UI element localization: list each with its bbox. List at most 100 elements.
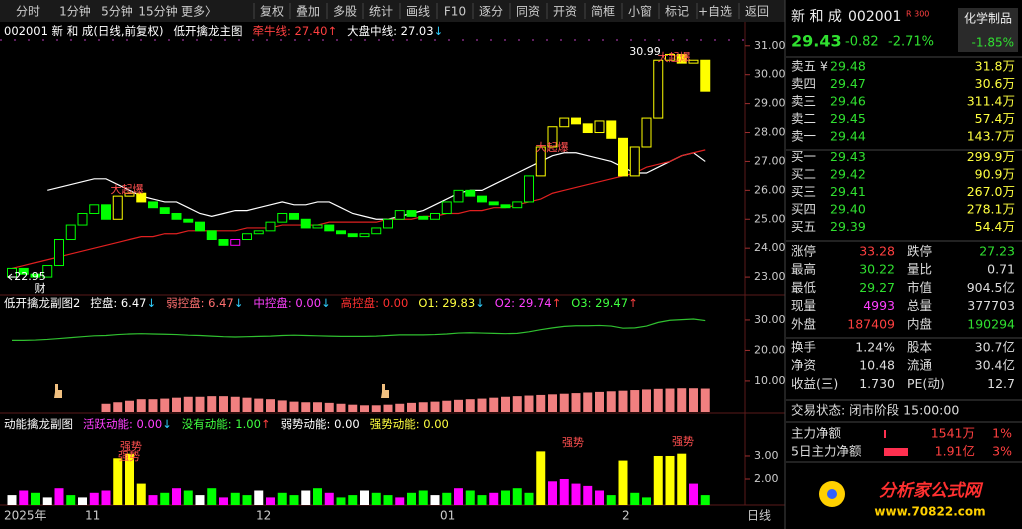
toolbar-button[interactable]: F10	[444, 5, 466, 19]
volume-bar	[313, 402, 322, 412]
toolbar-button[interactable]: 返回	[745, 5, 769, 19]
stat-label: 流通	[907, 358, 933, 373]
y-tick-label: 30.00	[754, 313, 786, 326]
candle	[383, 218, 393, 229]
header-arrow: ↓	[321, 296, 331, 310]
volume-bar	[348, 404, 358, 412]
y-tick-label: 25.00	[754, 212, 786, 225]
period-tab[interactable]: 15分钟	[138, 4, 177, 19]
stat-value: 377703	[967, 298, 1015, 313]
candle	[582, 123, 593, 134]
candle	[148, 201, 158, 209]
header-arrow: ↓	[146, 296, 156, 310]
candle	[206, 230, 217, 241]
volume-bar	[536, 394, 546, 412]
panel-header: 动能擒龙副图 活跃动能: 0.00↓ 没有动能: 1.00↑ 弱势动能: 0.00 强势…	[4, 417, 449, 431]
panel-header: 低开擒龙副图2 控盘: 6.47↓ 弱控盘: 6.47↓ 中控盘: 0.00↓ 高控盘:…	[4, 296, 638, 310]
candle	[465, 189, 476, 197]
y-tick-label: 31.00	[754, 39, 786, 52]
hand-icon	[54, 384, 62, 398]
book-price: 29.45	[830, 111, 866, 126]
y-tick-label: 26.00	[754, 183, 786, 196]
header-item: 中控盘: 0.00	[253, 296, 321, 310]
volume-bar	[665, 388, 675, 412]
logo-icon-center	[827, 489, 837, 499]
candle	[230, 239, 241, 246]
header-item: 低开擒龙主图	[174, 24, 243, 38]
momentum-bar	[689, 483, 698, 505]
flow-label: 主力净额	[791, 426, 842, 441]
candle	[265, 221, 276, 232]
header-arrow: ↑	[552, 296, 562, 310]
header-item: 没有动能: 1.00	[182, 417, 261, 431]
book-volume: 267.0万	[967, 184, 1015, 199]
candle	[441, 201, 452, 214]
header-item: O3: 29.47	[571, 296, 628, 310]
book-label: 卖二	[791, 111, 816, 126]
stat-label: 现量	[791, 298, 816, 313]
flow-amount: 1541万	[931, 426, 975, 441]
volume-bar	[689, 388, 698, 412]
book-label: 卖四	[791, 76, 816, 91]
book-volume: 143.7万	[967, 129, 1015, 144]
stat-label: 总量	[907, 298, 932, 313]
candle	[406, 210, 417, 217]
volume-bar	[489, 397, 499, 412]
period-tab[interactable]: 更多〉	[181, 5, 217, 19]
candle	[653, 59, 664, 119]
candle	[571, 117, 581, 125]
stat-value: 0.71	[987, 262, 1015, 277]
candle	[512, 201, 523, 209]
toolbar-button[interactable]: 画线	[406, 5, 430, 19]
toolbar-button[interactable]: 多股	[333, 5, 357, 19]
volume-bar	[642, 389, 651, 412]
toolbar-button[interactable]: 小窗	[628, 5, 652, 19]
book-price: 29.39	[830, 219, 866, 234]
momentum-bar	[501, 490, 510, 505]
candle	[171, 212, 182, 220]
volume-bar	[442, 400, 452, 412]
x-tick-label: 2025年	[4, 509, 47, 523]
volume-bar	[395, 403, 405, 412]
chart-annotation: 30.99	[629, 45, 661, 58]
trend-line	[11, 149, 706, 270]
period-tab[interactable]: 5分钟	[101, 4, 133, 19]
toolbar-button[interactable]: 逐分	[479, 5, 503, 19]
toolbar-button[interactable]: 简框	[591, 5, 615, 19]
toolbar-button[interactable]: 开资	[553, 5, 577, 19]
period-tab[interactable]: 1分钟	[59, 4, 91, 19]
header-item: 大盘中线: 27.03	[347, 24, 433, 38]
stat-label: 量比	[907, 262, 932, 277]
stat-value: 187409	[847, 316, 895, 331]
period-tab[interactable]: 分时	[16, 5, 40, 19]
toolbar-button[interactable]: 统计	[369, 5, 393, 19]
y-tick-label: 27.00	[754, 154, 786, 167]
volume-bar	[454, 399, 463, 412]
book-price: 29.41	[830, 184, 866, 199]
stat-value: 33.28	[859, 244, 895, 259]
toolbar-button[interactable]: +自选	[698, 5, 732, 19]
book-volume: 54.4万	[975, 219, 1015, 234]
momentum-bar	[642, 497, 651, 505]
toolbar-button[interactable]: 叠加	[296, 5, 320, 19]
momentum-bar	[512, 488, 522, 505]
momentum-bar	[31, 492, 40, 505]
chart-annotation: 强势	[120, 440, 142, 453]
header-item: 低开擒龙副图2	[4, 296, 80, 310]
momentum-bar	[19, 490, 29, 505]
volume-bar	[465, 399, 475, 412]
toolbar-button[interactable]: 标记	[665, 5, 689, 19]
toolbar-button[interactable]: 复权	[260, 5, 284, 19]
momentum-bar	[78, 497, 87, 505]
momentum-bar	[172, 488, 181, 505]
candle	[136, 192, 147, 203]
book-price: 29.40	[830, 202, 866, 217]
chart-annotation: 22.95	[14, 270, 46, 283]
momentum-bar	[430, 495, 440, 505]
candle	[535, 146, 546, 177]
y-tick-label: 24.00	[754, 241, 786, 254]
candle	[18, 267, 29, 275]
toolbar-button[interactable]: 同资	[516, 5, 540, 19]
header-item: O1: 29.83	[418, 296, 475, 310]
